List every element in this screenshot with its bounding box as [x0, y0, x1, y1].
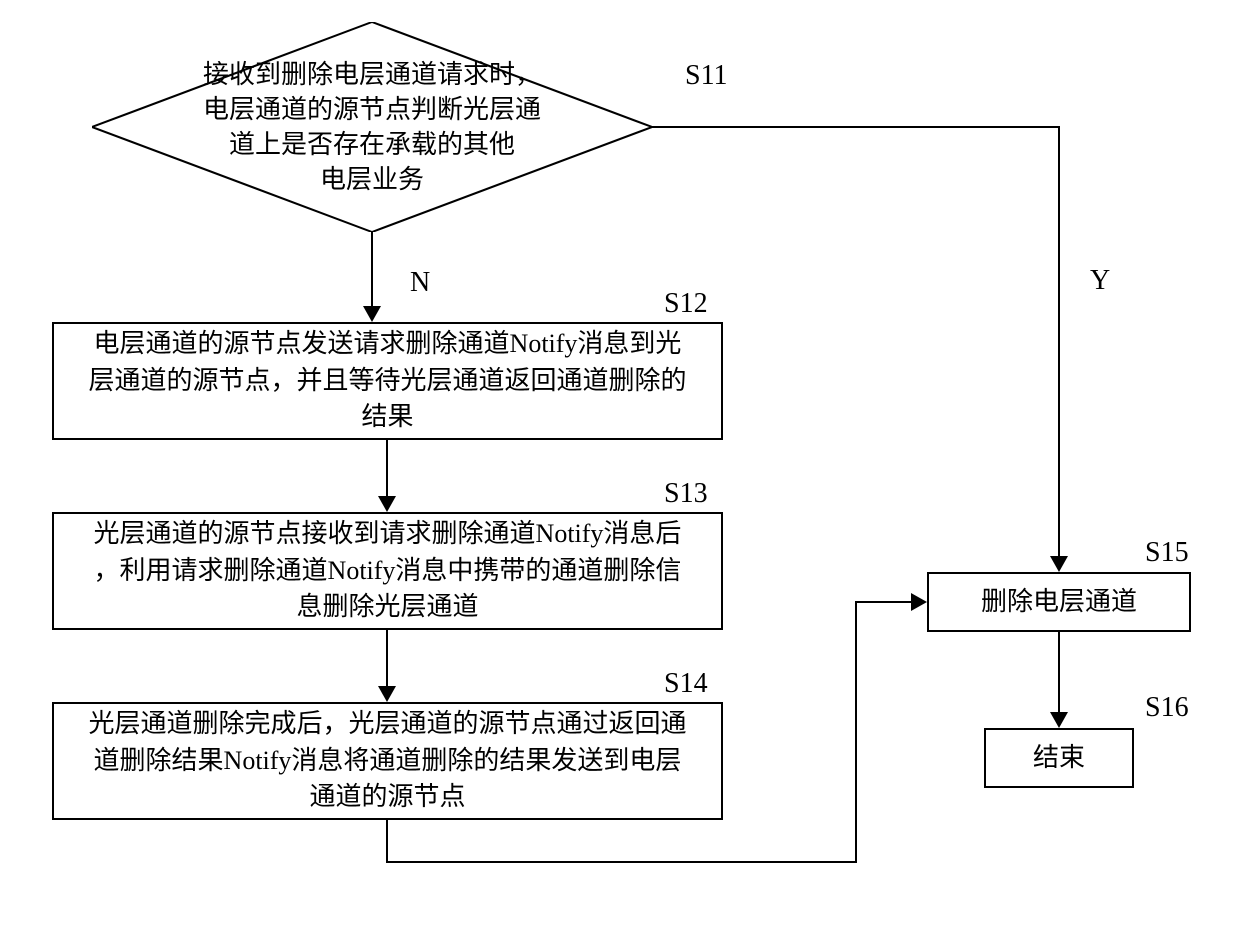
node-s14: 光层通道删除完成后，光层通道的源节点通过返回通道删除结果Notify消息将通道删… [52, 702, 723, 820]
node-s11: 接收到删除电层通道请求时，电层通道的源节点判断光层通道上是否存在承载的其他电层业… [92, 22, 652, 232]
label-s12: S12 [664, 288, 708, 320]
node-s15: 删除电层通道 [927, 572, 1191, 632]
node-s11-text: 接收到删除电层通道请求时，电层通道的源节点判断光层通道上是否存在承载的其他电层业… [92, 22, 652, 232]
node-s14-text: 光层通道删除完成后，光层通道的源节点通过返回通道删除结果Notify消息将通道删… [88, 706, 686, 815]
node-s12-text: 电层通道的源节点发送请求删除通道Notify消息到光层通道的源节点，并且等待光层… [88, 326, 686, 435]
node-s12: 电层通道的源节点发送请求删除通道Notify消息到光层通道的源节点，并且等待光层… [52, 322, 723, 440]
node-s13-text: 光层通道的源节点接收到请求删除通道Notify消息后，利用请求删除通道Notif… [94, 516, 682, 625]
node-s16-text: 结束 [1033, 740, 1085, 776]
label-s13: S13 [664, 478, 708, 510]
node-s13: 光层通道的源节点接收到请求删除通道Notify消息后，利用请求删除通道Notif… [52, 512, 723, 630]
node-s15-text: 删除电层通道 [981, 584, 1137, 620]
label-s16: S16 [1145, 692, 1189, 724]
label-s14: S14 [664, 668, 708, 700]
node-s16: 结束 [984, 728, 1134, 788]
label-s11: S11 [685, 60, 728, 92]
flowchart-canvas: 接收到删除电层通道请求时，电层通道的源节点判断光层通道上是否存在承载的其他电层业… [0, 0, 1240, 942]
label-s15: S15 [1145, 537, 1189, 569]
edge-label-y: Y [1090, 265, 1110, 297]
edge-label-n: N [410, 267, 430, 299]
